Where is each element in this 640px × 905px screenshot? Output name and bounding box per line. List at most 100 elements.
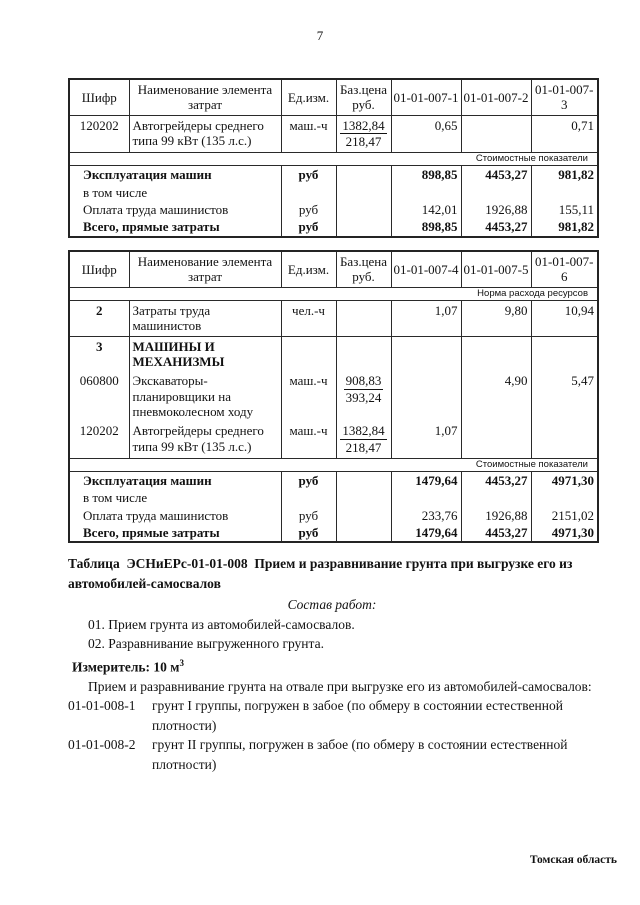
cost-row-label: Оплата труда машинистов [68,506,282,524]
base-price-reference: 218,47 [345,439,382,455]
machine-name: Автогрейдеры среднего типа 99 кВт (135 л… [128,114,282,153]
resource-norms-label: Норма расхода ресурсов [68,286,599,302]
cost-value-1: 898,85 [390,218,462,237]
group-code: 3 [68,336,130,372]
machine-unit: маш.-ч [280,421,337,459]
cost-row-unit: руб [280,165,337,184]
labor-unit: чел.-ч [280,300,337,337]
machine-value-1: 1,07 [390,421,462,459]
empty-cell [280,336,337,372]
cost-indicators-row: Стоимостные показатели [68,457,599,473]
labor-row: 2 Затраты труда машинистов чел.-ч 1,07 9… [68,300,599,337]
column-header-name: Наименование элемента затрат [128,78,282,116]
cost-table-007-4-6: Шифр Наименование элемента затрат Ед.изм… [68,250,599,544]
column-header-baseprice: Баз.цена руб. [335,78,392,116]
base-price-current: 1382,84 [340,117,387,135]
empty-cell [335,471,392,490]
labor-value-3: 10,94 [530,300,599,337]
cost-value-2: 4453,27 [460,165,532,184]
machine-value-2: 4,90 [460,371,532,422]
machine-name: Автогрейдеры среднего типа 99 кВт (135 л… [128,421,282,459]
cost-row-unit [280,183,337,201]
work-composition-item-1: 01. Прием грунта из автомобилей-самосвал… [88,616,355,632]
cost-row-label: в том числе [68,489,282,507]
group-name: МАШИНЫ И МЕХАНИЗМЫ [128,336,282,372]
cost-value-2: 1926,88 [460,506,532,524]
cost-value-1: 1479,64 [390,471,462,490]
norm-code: 01-01-008-1 [68,698,136,713]
cost-row-unit: руб [280,200,337,219]
norm-variant-row: 01-01-008-2 грунт II группы, погружен в … [68,735,616,774]
base-price-current: 908,83 [343,373,384,390]
cost-value-3: 981,82 [530,218,599,237]
work-composition-heading: Состав работ: [287,597,377,612]
cost-row-wages: Оплата труда машинистов руб 142,01 1926,… [68,200,599,219]
table-header-row: Шифр Наименование элемента затрат Ед.изм… [68,78,599,116]
machine-code: 120202 [68,421,130,459]
cost-indicators-label: Стоимостные показатели [68,151,599,167]
empty-cell [460,336,532,372]
column-header-norm3: 01-01-007-3 [530,78,599,116]
cost-value-3 [530,489,599,507]
cost-value-2: 4453,27 [460,218,532,237]
cost-value-2: 1926,88 [460,200,532,219]
table-header-row: Шифр Наименование элемента затрат Ед.изм… [68,250,599,288]
machine-value-2 [460,421,532,459]
measure-line: Измеритель: 10 м3 [68,654,616,677]
machines-group-row: 3 МАШИНЫ И МЕХАНИЗМЫ [68,336,599,372]
empty-cell [335,200,392,219]
cost-row-unit: руб [280,471,337,490]
cost-row-unit: руб [280,218,337,237]
labor-code: 2 [68,300,130,337]
machine-base-price: 1382,84 218,47 [335,114,392,153]
machine-unit: маш.-ч [280,114,337,153]
cost-value-1: 1479,64 [390,524,462,543]
table-008-title: Таблица ЭСНиЕРс-01-01-008 Прием и разрав… [68,556,576,591]
cost-value-2 [460,489,532,507]
cost-value-3: 2151,02 [530,506,599,524]
column-header-norm1: 01-01-007-1 [390,78,462,116]
empty-cell [335,300,392,337]
empty-cell [530,336,599,372]
machine-row: 120202 Автогрейдеры среднего типа 99 кВт… [68,421,599,459]
machine-value-2 [460,114,532,153]
cost-value-3: 4971,30 [530,524,599,543]
empty-cell [335,183,392,201]
cost-value-3: 4971,30 [530,471,599,490]
empty-cell [335,218,392,237]
cost-value-1 [390,489,462,507]
labor-name: Затраты труда машинистов [128,300,282,337]
base-price-reference: 393,24 [345,390,382,405]
machine-name: Экскаваторы-планировщики на пневмоколесн… [128,371,282,422]
cost-value-2: 4453,27 [460,471,532,490]
cost-row-including: в том числе [68,489,599,507]
cost-row-label: Эксплуатация машин [68,165,282,184]
cost-row-unit: руб [280,524,337,543]
cost-row-total: Всего, прямые затраты руб 1479,64 4453,2… [68,524,599,543]
resource-norms-row: Норма расхода ресурсов [68,286,599,302]
cost-row-label: Всего, прямые затраты [68,218,282,237]
machine-value-3: 0,71 [530,114,599,153]
cost-value-3 [530,183,599,201]
cost-indicators-label: Стоимостные показатели [68,457,599,473]
cost-value-2: 4453,27 [460,524,532,543]
page-number: 7 [316,28,324,43]
machine-value-1: 0,65 [390,114,462,153]
machine-code: 060800 [68,371,130,422]
labor-value-2: 9,80 [460,300,532,337]
measure-label: Измеритель: 10 м [72,659,180,674]
cost-value-1: 142,01 [390,200,462,219]
column-header-shifr: Шифр [68,250,130,288]
empty-cell [335,524,392,543]
cost-value-1: 898,85 [390,165,462,184]
cost-row-including: в том числе [68,183,599,201]
cost-row-operation: Эксплуатация машин руб 1479,64 4453,27 4… [68,471,599,490]
cost-row-operation: Эксплуатация машин руб 898,85 4453,27 98… [68,165,599,184]
cost-value-3: 981,82 [530,165,599,184]
work-composition-item-2: 02. Разравнивание выгруженного грунта. [88,636,324,651]
empty-cell [335,336,392,372]
machine-code: 120202 [68,114,130,153]
machine-row: 060800 Экскаваторы-планировщики на пневм… [68,371,599,422]
cost-row-unit: руб [280,506,337,524]
column-header-norm5: 01-01-007-5 [460,250,532,288]
